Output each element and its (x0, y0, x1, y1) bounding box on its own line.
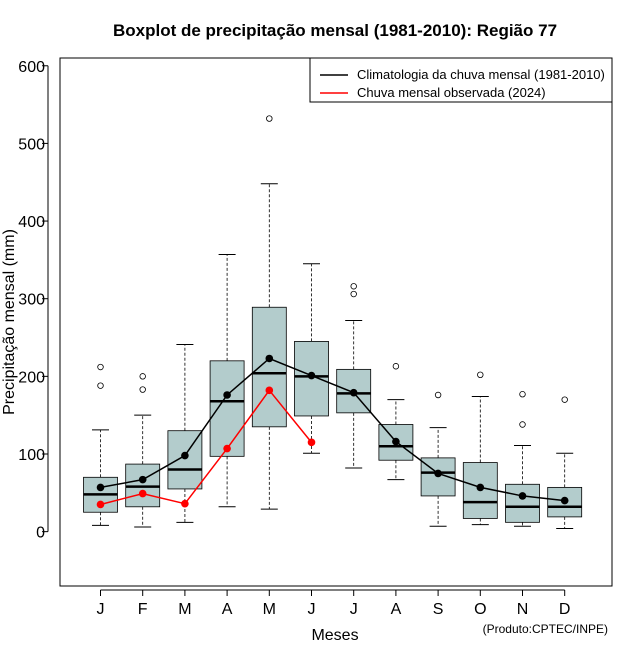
outlier-point (519, 421, 526, 428)
climatology-point (518, 492, 527, 500)
legend: Climatologia da chuva mensal (1981-2010)… (309, 57, 613, 103)
x-tick-label: O (474, 601, 486, 618)
climatology-point (265, 354, 274, 363)
outlier-point (350, 290, 357, 298)
x-tick-label: N (517, 601, 529, 618)
y-axis-label: Precipitação mensal (mm) (1, 229, 18, 415)
observed-point (265, 386, 274, 395)
y-tick-label: 500 (18, 136, 45, 153)
outlier-point (139, 386, 146, 393)
box-group (83, 115, 583, 530)
climatology-point (307, 371, 316, 380)
observed-line (100, 389, 313, 506)
observed-point (223, 444, 231, 453)
legend-box (309, 57, 613, 103)
y-tick-label: 100 (18, 447, 45, 464)
outlier-point (350, 283, 357, 290)
observed-point (138, 489, 147, 498)
legend-label-observed: Chuva mensal observada (2024) (357, 85, 546, 100)
climatology-point (560, 496, 569, 505)
y-tick-label: 300 (18, 292, 45, 309)
outlier-point (392, 363, 400, 370)
observed-point (307, 438, 316, 447)
climatology-point (434, 469, 442, 478)
climatology-point (138, 475, 147, 484)
climatology-point (181, 451, 189, 460)
outlier-point (139, 373, 146, 380)
outlier-point (434, 391, 442, 399)
series-lines (96, 354, 569, 509)
y-tick-label: 600 (18, 59, 45, 76)
observed-point (96, 500, 105, 509)
x-tick-label: D (559, 601, 571, 618)
x-tick-label: M (263, 601, 276, 618)
climatology-point (349, 388, 358, 397)
x-tick-label: J (308, 601, 316, 618)
outlier-point (561, 396, 568, 403)
y-tick-label: 200 (18, 369, 45, 386)
y-tick-label: 400 (18, 214, 45, 231)
climatology-point (96, 483, 105, 492)
box (505, 483, 540, 523)
outlier-point (97, 363, 104, 371)
y-tick-label: 0 (36, 525, 45, 542)
climatology-point (392, 437, 400, 446)
climatology-point (476, 483, 485, 492)
x-tick-label: S (433, 601, 444, 618)
outlier-point (97, 382, 104, 389)
chart-title: Boxplot de precipitação mensal (1981-201… (113, 21, 557, 40)
y-axis: 0 100 200 300 400 500 600 (18, 59, 49, 542)
outlier-point (519, 391, 526, 398)
climatology-point (223, 391, 231, 399)
outlier-point (477, 371, 484, 378)
observed-point (181, 499, 189, 508)
x-tick-label: F (138, 601, 148, 618)
x-tick-label: J (97, 601, 105, 618)
x-tick-label: J (350, 601, 358, 618)
outlier-point (266, 115, 273, 122)
x-tick-label: A (391, 601, 402, 618)
box (251, 306, 287, 428)
legend-label-climatology: Climatologia da chuva mensal (1981-2010) (357, 67, 605, 82)
box (209, 360, 245, 457)
x-tick-label: A (222, 601, 233, 618)
x-axis-label: Meses (311, 627, 358, 644)
credit-text: (Produto:CPTEC/INPE) (483, 622, 608, 636)
x-tick-label: M (178, 601, 191, 618)
climatology-line (100, 357, 565, 502)
